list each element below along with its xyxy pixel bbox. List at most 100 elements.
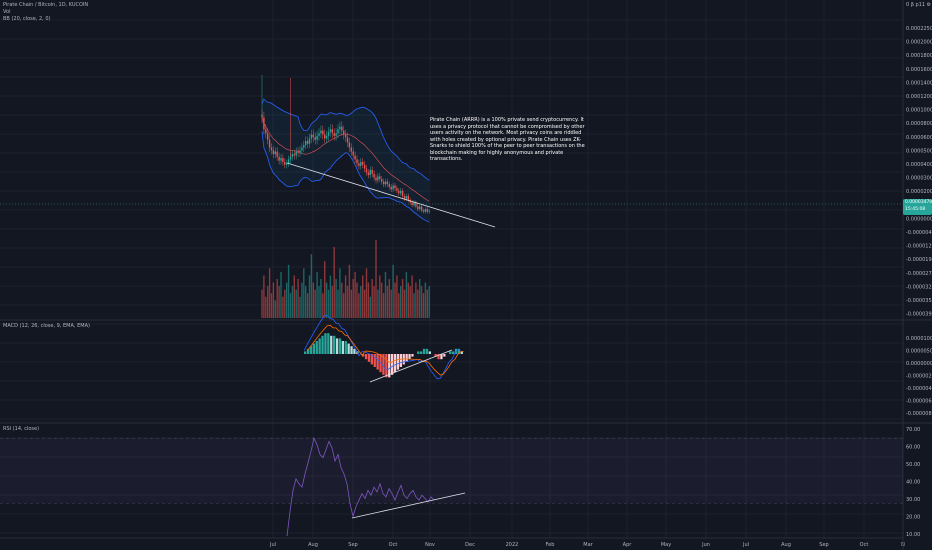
volume-bar [267, 286, 269, 318]
last-price-countdown: 15:45:08 [905, 207, 926, 212]
macd-histogram-bar [443, 354, 446, 357]
candle [354, 155, 356, 160]
time-tick-2: Sep [348, 542, 357, 548]
macd-histogram-bar [321, 335, 324, 354]
volume-bar [282, 296, 284, 318]
time-tick-6: 2022 [506, 542, 519, 548]
candle [411, 202, 413, 206]
candle [301, 147, 303, 151]
rsi-line [286, 436, 435, 537]
time-tick-8: Mar [583, 542, 593, 548]
macd-histogram-bar [428, 351, 431, 354]
candle [314, 137, 316, 140]
time-tick-9: Apr [623, 542, 633, 548]
volume-bar [396, 275, 398, 318]
macd-tick-3: -0.00000200 [906, 374, 932, 380]
candle [310, 134, 313, 139]
candle [327, 131, 330, 136]
macd-tick-5: -0.00000600 [906, 399, 932, 405]
candle [350, 147, 352, 152]
volume-bar [382, 293, 385, 318]
candle [396, 188, 398, 191]
candle [358, 163, 360, 166]
last-price-badge: 0.00003470 15:45:08 [903, 199, 932, 215]
time-tick-1: Aug [308, 542, 318, 548]
candle [398, 190, 400, 194]
volume-bar [293, 275, 295, 318]
macd-histogram-bar [460, 351, 463, 354]
macd-histogram-bar [333, 335, 336, 354]
macd-histogram-bar [318, 338, 321, 354]
candle [270, 147, 273, 151]
macd-histogram-bar [364, 354, 368, 360]
candle [400, 190, 402, 194]
candle [343, 130, 345, 135]
volume-bar [400, 286, 402, 318]
volume-bar [381, 282, 383, 318]
volume-bar [388, 279, 390, 318]
candle [295, 151, 297, 156]
macd-histogram-bar [457, 348, 460, 354]
macd-histogram-bar [391, 354, 394, 375]
volume-bar [324, 261, 326, 318]
volume-bar [390, 289, 392, 318]
rsi-tick-2: 50.00 [906, 462, 920, 468]
price-tick-15: -0.00000400 [906, 230, 932, 236]
bb-label[interactable]: BB (20, close, 2, 0) [3, 16, 51, 22]
candle [284, 162, 286, 165]
volume-bar [419, 279, 421, 318]
volume-bar [286, 282, 288, 318]
top-right-label[interactable]: 0 β p11 ⚙ [906, 2, 932, 8]
volume-bar [407, 282, 409, 318]
candle [407, 196, 409, 200]
time-tick-15: Oct [860, 542, 869, 548]
candle [267, 133, 269, 140]
candle [360, 162, 362, 166]
candle [422, 210, 425, 212]
time-tick-0: Jul [269, 542, 276, 548]
volume-bar [276, 279, 278, 318]
vol-label[interactable]: Vol [3, 9, 11, 15]
volume-bar [299, 296, 301, 318]
macd-histogram-bar [434, 354, 437, 357]
macd-histogram-bar [362, 354, 365, 357]
rsi-label[interactable]: RSI (14, close) [3, 426, 40, 432]
volume-bar [375, 240, 377, 318]
macd-histogram-bar [393, 354, 397, 373]
macd-histogram-bar [451, 351, 455, 354]
candle [375, 177, 377, 181]
macd-label[interactable]: MACD (12, 26, close, 9, EMA, EMA) [3, 323, 90, 329]
price-tick-19: -0.00003200 [906, 284, 932, 290]
volume-bar [413, 293, 415, 318]
candle [419, 206, 421, 210]
macd-histogram-bar [335, 338, 339, 354]
volume-bar [280, 271, 282, 318]
volume-bar [373, 286, 375, 318]
candle [365, 168, 368, 173]
volume-bar [411, 275, 413, 318]
macd-histogram-bar [327, 333, 330, 354]
volume-bar [306, 293, 309, 318]
macd-histogram-bar [370, 354, 373, 365]
volume-bar [287, 264, 290, 318]
macd-histogram-bar [440, 354, 443, 360]
volume-bar [297, 279, 299, 318]
volume-bar [420, 286, 423, 318]
macd-tick-6: -0.00000800 [906, 411, 932, 417]
candle [272, 150, 275, 155]
candle [426, 209, 428, 212]
macd-histogram-bar [385, 354, 388, 378]
volume-bar [398, 293, 400, 318]
macd-histogram-bar [376, 354, 379, 370]
time-tick-4: Nov [425, 542, 435, 548]
candle [268, 139, 271, 148]
price-tick-20: -0.00003500 [906, 298, 932, 304]
macd-histogram-bar [425, 348, 429, 354]
price-tick-16: -0.00001200 [906, 244, 932, 250]
